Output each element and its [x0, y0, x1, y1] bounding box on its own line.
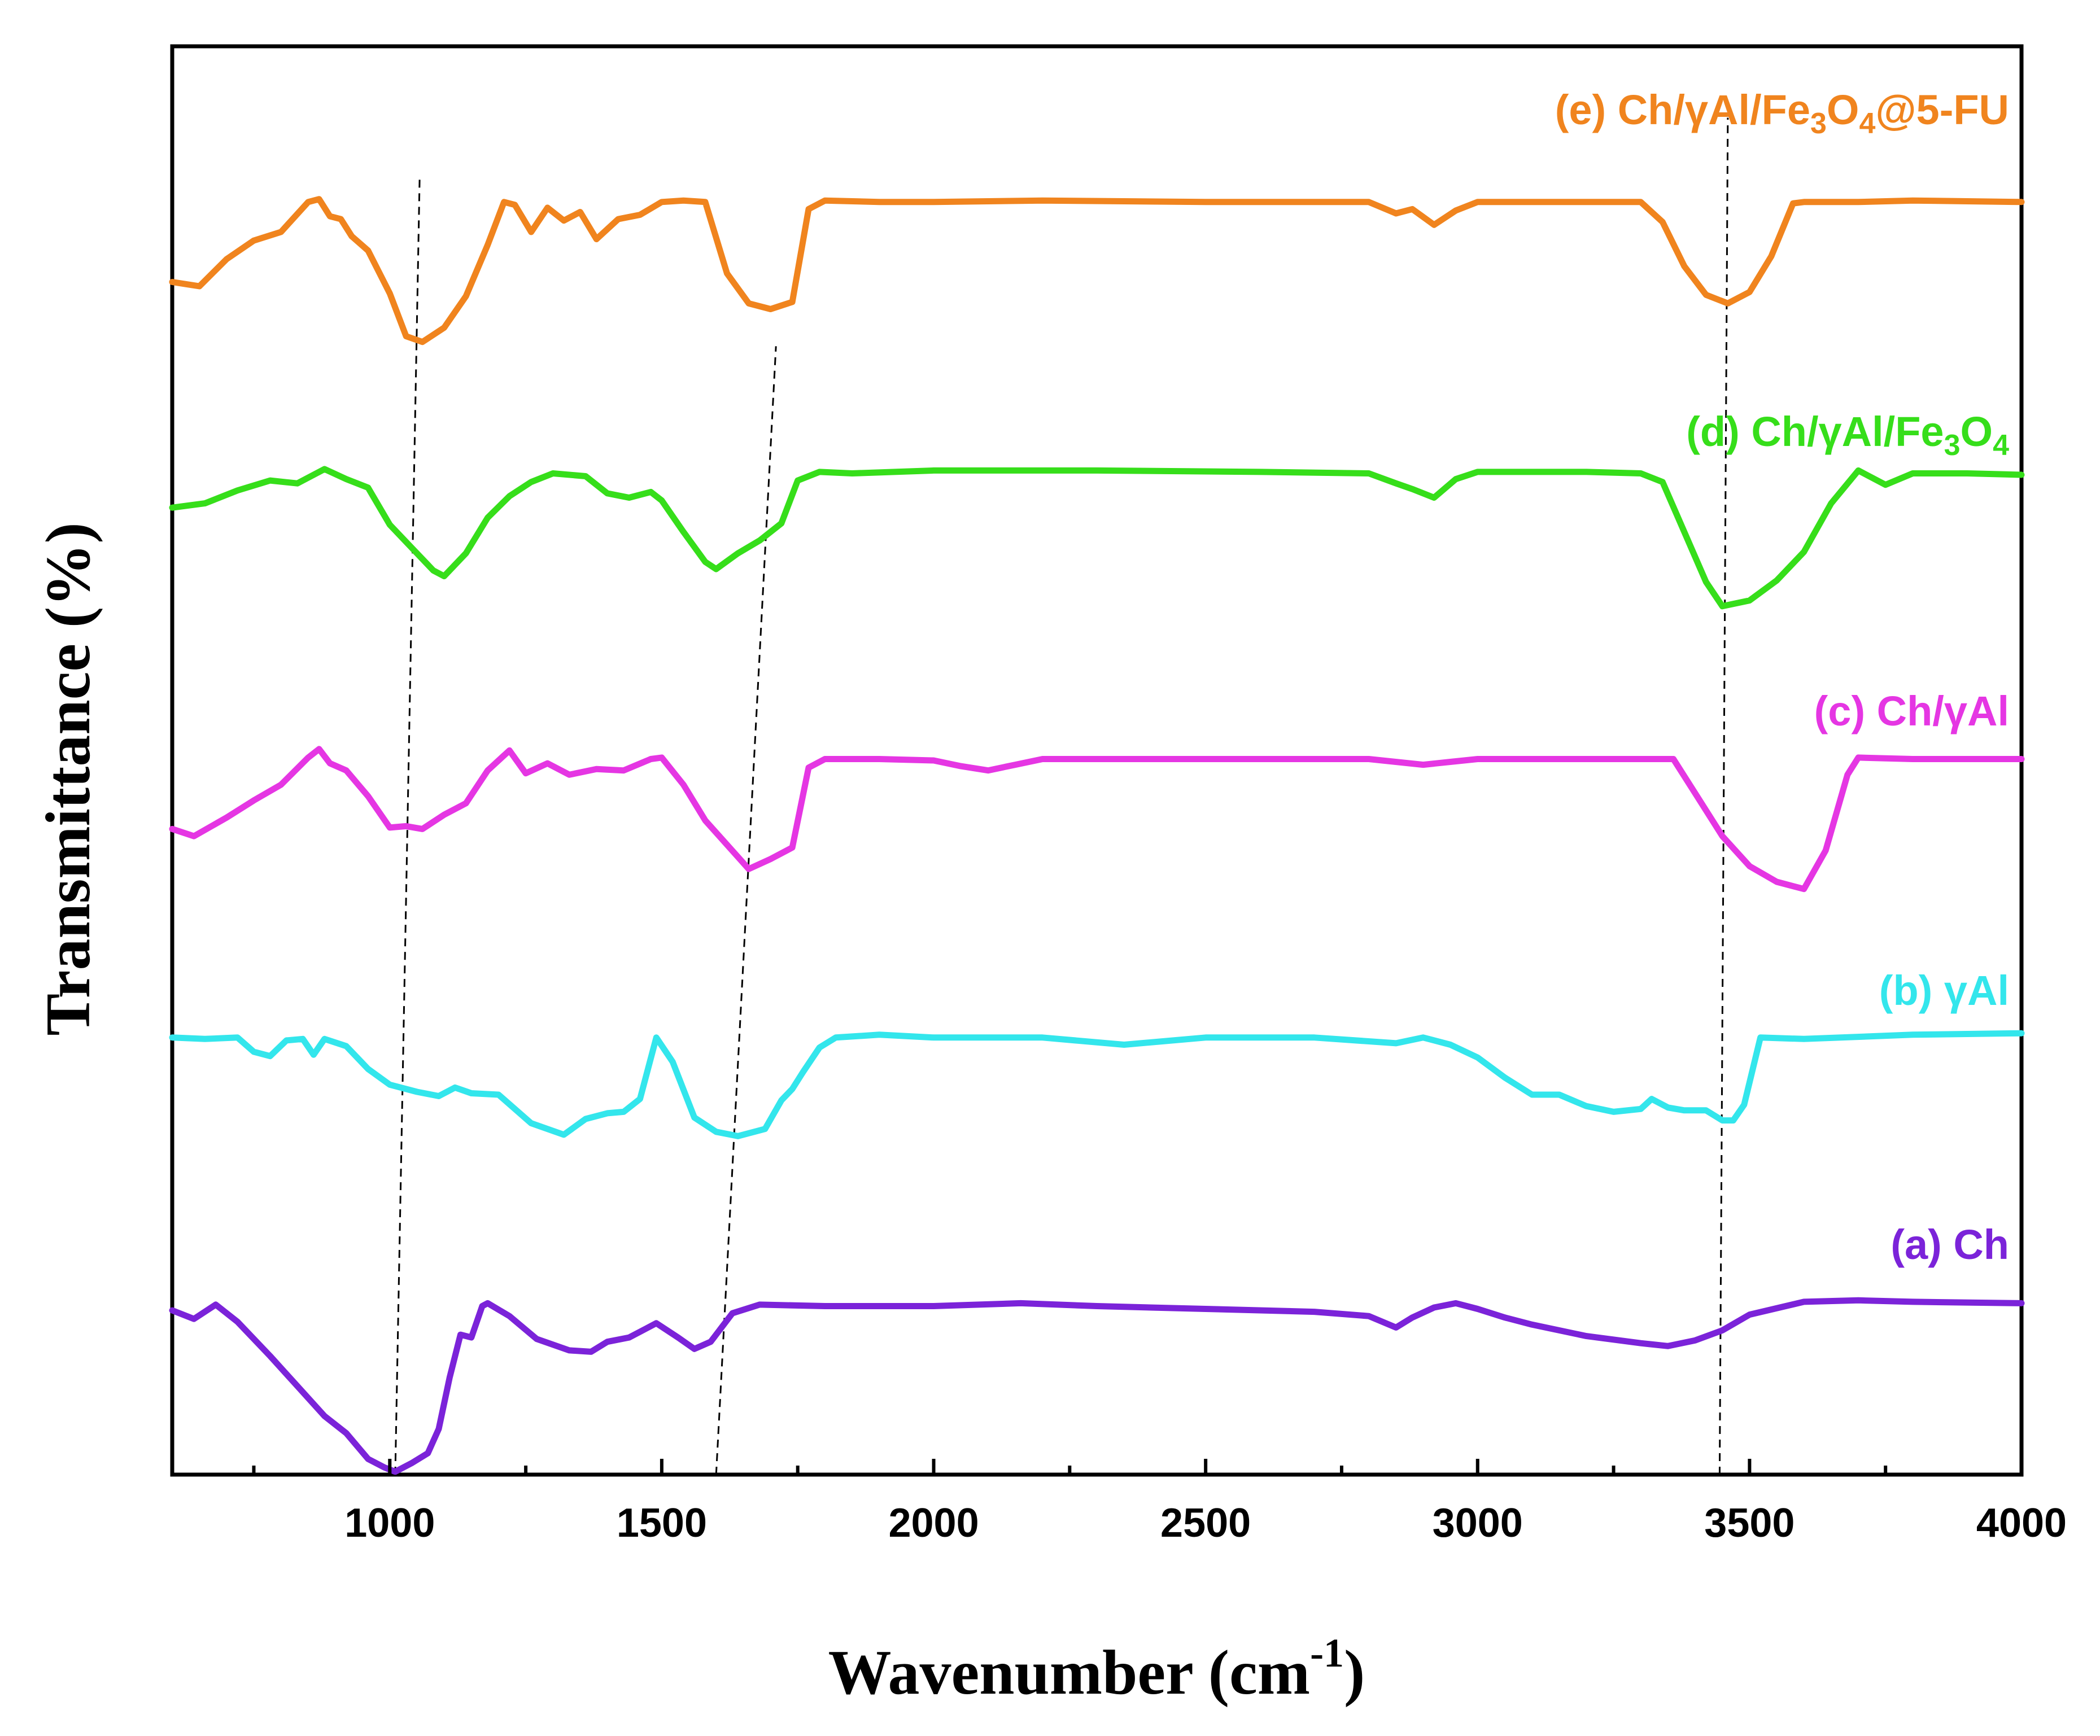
- series-label-part: (e) Ch/γAl/Fe: [1555, 86, 1810, 133]
- x-tick-label: 2500: [1160, 1501, 1251, 1546]
- x-axis-title-main: Wavenumber (cm: [828, 1638, 1310, 1708]
- series-line-d: [169, 466, 2025, 610]
- ref-line-3: [1718, 117, 1729, 1475]
- series-line-e: [169, 196, 2025, 346]
- x-tick-label: 3500: [1704, 1501, 1795, 1546]
- x-tick-label: 3000: [1433, 1501, 1523, 1546]
- series-label-e: (e) Ch/γAl/Fe3O4@5-FU: [1555, 86, 2009, 140]
- x-axis-title-end: ): [1344, 1638, 1365, 1708]
- series-label-part: (c) Ch/γAl: [1814, 688, 2009, 734]
- series-label-part: O: [1827, 86, 1859, 133]
- x-tick-label: 1000: [344, 1501, 435, 1546]
- series-label-part: O: [1961, 408, 1993, 455]
- x-tick-label: 2000: [888, 1501, 979, 1546]
- series-line-a: [169, 1297, 2025, 1475]
- series-label-c: (c) Ch/γAl: [1814, 688, 2009, 734]
- series-label-part: 4: [1859, 107, 1875, 140]
- series-label-part: 4: [1993, 429, 2009, 462]
- series-label-b: (b) γAl: [1879, 967, 2009, 1014]
- x-tick-label: 1500: [617, 1501, 707, 1546]
- x-tick-label: 4000: [1976, 1501, 2067, 1546]
- x-axis-title: Wavenumber (cm-1): [828, 1630, 1365, 1708]
- reference-lines: [394, 117, 1729, 1475]
- series-label-part: 3: [1810, 107, 1827, 140]
- series-label-part: @5-FU: [1875, 86, 2009, 133]
- series-label-part: (a) Ch: [1891, 1221, 2009, 1268]
- series-label-part: 3: [1944, 429, 1961, 462]
- series-label-d: (d) Ch/γAl/Fe3O4: [1686, 408, 2009, 462]
- x-axis-title-superscript: -1: [1310, 1630, 1344, 1676]
- series-label-part: (d) Ch/γAl/Fe: [1686, 408, 1944, 455]
- x-axis-tick-labels: 1000 1500 2000 2500 3000 3500 4000: [344, 1501, 2067, 1546]
- series-line-c: [169, 746, 2025, 893]
- series-labels: (a) Ch(b) γAl(c) Ch/γAl(d) Ch/γAl/Fe3O4(…: [1555, 86, 2009, 1268]
- y-axis-title: Transmittance (%): [33, 522, 103, 1035]
- series-label-part: (b) γAl: [1879, 967, 2009, 1014]
- series-lines: [169, 196, 2025, 1475]
- series-line-b: [169, 1030, 2025, 1139]
- series-label-a: (a) Ch: [1891, 1221, 2009, 1268]
- x-axis-ticks: [252, 1459, 2023, 1475]
